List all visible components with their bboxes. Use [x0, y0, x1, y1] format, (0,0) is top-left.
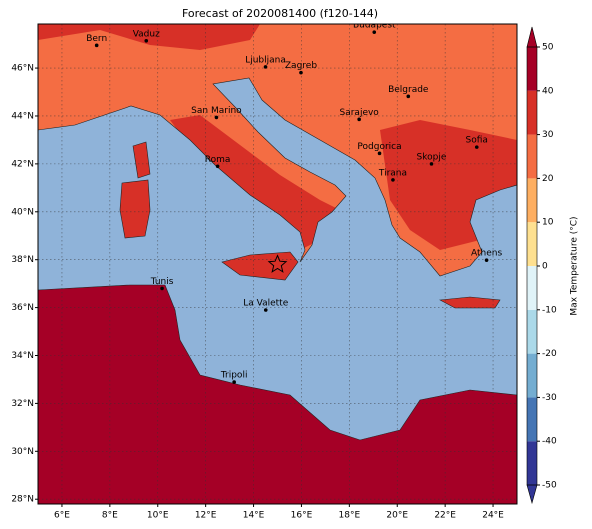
city-label: Budapest — [353, 21, 396, 31]
colorbar-band — [527, 397, 537, 442]
x-tick-label: 20°E — [386, 511, 408, 521]
city-dot — [377, 151, 382, 156]
y-tick-label: 28°N — [11, 495, 34, 505]
x-tick-label: 18°E — [339, 511, 361, 521]
city-dot — [214, 115, 219, 120]
city-label: La Valette — [243, 298, 288, 308]
sardinia — [119, 179, 151, 239]
city-dot — [232, 380, 236, 384]
colorbar-band — [527, 353, 537, 398]
city-dot — [94, 43, 99, 48]
colorbar-tick-label: -20 — [542, 349, 557, 359]
map-title: Forecast of 2020081400 (f120-144) — [182, 7, 378, 20]
colorbar-tick-label: 50 — [542, 43, 554, 53]
city-dot — [391, 178, 395, 182]
y-tick-label: 38°N — [11, 255, 34, 265]
x-tick-label: 8°E — [102, 511, 118, 521]
city-label: Bern — [86, 34, 107, 44]
city-label: Tripoli — [220, 371, 248, 381]
colorbar-tick-label: -30 — [542, 393, 557, 403]
city-label: Zagreb — [285, 61, 317, 71]
x-tick-label: 16°E — [291, 511, 313, 521]
location-star — [267, 254, 288, 273]
colorbar-band — [527, 178, 537, 223]
colorbar-tick-label: 40 — [542, 86, 554, 96]
city-dot — [429, 162, 434, 166]
city-label: Roma — [205, 155, 231, 165]
city-dot — [474, 145, 479, 149]
colorbar-tick-label: -40 — [542, 437, 557, 447]
crete — [438, 296, 501, 309]
city-label: Sarajevo — [340, 108, 380, 118]
city-dot — [372, 30, 377, 34]
city-dot — [357, 117, 361, 122]
map-frame — [37, 23, 518, 505]
x-tick-label: 14°E — [243, 511, 265, 521]
colorbar-band — [527, 441, 537, 485]
city-dot — [484, 258, 489, 262]
city-dot — [215, 164, 220, 169]
city-label: Sofia — [466, 136, 488, 146]
colorbar-extend-max — [526, 26, 538, 48]
colorbar-band — [527, 266, 537, 310]
city-dot — [263, 65, 268, 69]
x-tick-label: 24°E — [482, 511, 504, 521]
alps-zone — [38, 24, 260, 50]
colorbar-extend-min — [526, 484, 538, 505]
city-dot — [263, 308, 268, 312]
city-label: Skopje — [417, 152, 447, 162]
city-label: San Marino — [191, 106, 242, 116]
colorbar-band — [527, 90, 537, 135]
colorbar-band — [527, 222, 537, 266]
y-tick-label: 36°N — [11, 303, 34, 313]
x-tick-label: 10°E — [147, 511, 169, 521]
city-label: Tirana — [378, 168, 407, 178]
corsica — [132, 141, 151, 179]
colorbar-tick-label: 10 — [542, 218, 554, 228]
y-tick-label: 34°N — [11, 351, 34, 361]
colorbar-label: Max Temperature (°C) — [570, 216, 580, 315]
colorbar-tick-label: 30 — [542, 130, 554, 140]
city-dot — [144, 38, 149, 43]
x-tick-label: 6°E — [54, 511, 70, 521]
city-label: Tunis — [150, 277, 174, 287]
y-tick-label: 46°N — [11, 64, 34, 74]
y-tick-label: 32°N — [11, 399, 34, 409]
city-label: Athens — [471, 249, 502, 259]
city-label: Vaduz — [133, 29, 160, 39]
colorbar-band — [527, 309, 537, 354]
city-dot — [299, 70, 303, 75]
italy-warm-zone — [170, 115, 340, 250]
colorbar-tick-label: 0 — [542, 262, 548, 272]
x-tick-label: 12°E — [195, 511, 217, 521]
x-tick-label: 22°E — [434, 511, 456, 521]
colorbar-tick-label: -50 — [542, 481, 557, 491]
city-label: Ljubljana — [245, 55, 286, 65]
colorbar-band — [527, 134, 537, 179]
y-tick-label: 40°N — [11, 207, 34, 217]
city-dot — [406, 94, 411, 99]
y-tick-label: 42°N — [11, 159, 34, 169]
city-label: Podgorica — [357, 142, 401, 152]
y-tick-label: 44°N — [11, 111, 34, 121]
colorbar-tick-label: 20 — [542, 174, 554, 184]
colorbar-band — [527, 47, 537, 91]
y-tick-label: 30°N — [11, 447, 34, 457]
colorbar-tick-label: -10 — [542, 305, 557, 315]
city-dot — [160, 286, 164, 291]
city-label: Belgrade — [388, 85, 429, 95]
